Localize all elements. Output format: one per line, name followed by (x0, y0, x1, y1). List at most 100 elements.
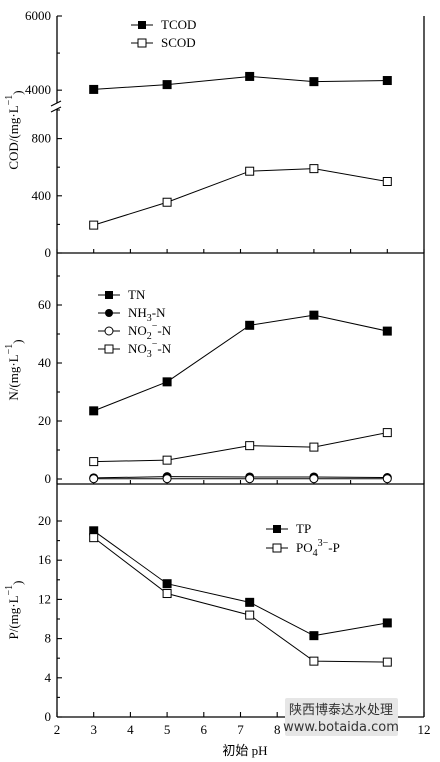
legend-label-pop: PO43−-P (296, 538, 340, 559)
text-superscript: − (152, 339, 158, 350)
watermark-line2: www.botaida.com (283, 720, 399, 735)
data-point-non (245, 474, 255, 484)
watermark-line1: 陕西博泰达水处理 (289, 703, 393, 718)
data-point-scod (89, 220, 99, 230)
text-base: P/(mg·L (6, 595, 21, 639)
cod-ytick-label: 400 (32, 188, 52, 203)
data-point-tp (382, 618, 392, 628)
data-point-tcod (309, 77, 319, 87)
y-axis-title-n: N/(mg·L−1) (4, 339, 25, 400)
data-point-tn (162, 377, 172, 387)
text-tail: ) (10, 90, 25, 94)
data-point-scod (162, 197, 172, 207)
text-tail: -N (152, 305, 166, 320)
legend-marker-nhn (105, 309, 113, 317)
data-point-non (162, 474, 172, 484)
text-subscript: 2 (147, 331, 152, 342)
legend-marker-non (104, 326, 114, 336)
data-point-tcod (89, 84, 99, 94)
text-tail: ) (10, 339, 25, 343)
series-line-tcod (93, 75, 388, 90)
p-ytick-label: 12 (38, 591, 51, 606)
data-point-tcod (382, 76, 392, 86)
data-point-pop (382, 657, 392, 667)
text-tail: ) (10, 580, 25, 584)
y-axis-title-p: P/(mg·L−1) (4, 580, 25, 639)
x-tick-label: 3 (90, 722, 97, 737)
n-ytick-label: 20 (38, 413, 51, 428)
text-base: TN (128, 287, 146, 302)
watermark-box (285, 698, 398, 736)
x-tick-label: 6 (201, 722, 208, 737)
text-base: TP (296, 521, 311, 536)
data-point-tp (162, 579, 172, 589)
text-tail: -N (157, 323, 171, 338)
legend-label-tn: TN (128, 287, 146, 302)
text-base: NO (128, 341, 147, 356)
legend-label-tp: TP (296, 521, 311, 536)
text-base: N/(mg·L (6, 354, 21, 400)
axis-break-mark (50, 106, 62, 113)
x-tick-label: 8 (274, 722, 281, 737)
text-tail: -N (157, 341, 171, 356)
data-point-pop (162, 589, 172, 599)
p-ytick-label: 8 (45, 631, 52, 646)
legend-marker-tcod (138, 21, 146, 29)
text-base: NH (128, 305, 147, 320)
series-lines-layer (93, 75, 388, 663)
data-point-tp (245, 597, 255, 607)
text-subscript: 4 (313, 548, 318, 559)
y-axis-title-cod: COD/(mg·L−1) (4, 90, 25, 169)
text-superscript: −1 (4, 585, 15, 596)
data-point-tp (309, 631, 319, 641)
legend-label-scod: SCOD (161, 35, 196, 50)
text-superscript: −1 (4, 95, 15, 106)
legend-marker-non (104, 344, 114, 354)
axes-layer: 0400800400060000204060048121620234567891… (4, 8, 431, 737)
p-ytick-label: 0 (45, 709, 52, 724)
cod-ytick-label: 800 (32, 131, 52, 146)
axis-break-gap (51, 103, 63, 109)
p-ytick-label: 4 (45, 670, 52, 685)
data-point-non (382, 428, 392, 438)
series-line-tp (93, 530, 388, 637)
legend-marker-scod (137, 38, 147, 48)
data-point-pop (309, 656, 319, 666)
x-tick-label: 7 (237, 722, 244, 737)
data-point-non (162, 455, 172, 465)
legend-label-nhn: NH3-N (128, 305, 166, 324)
data-point-non (309, 442, 319, 452)
data-point-tn (89, 406, 99, 416)
data-point-tn (245, 320, 255, 330)
axis-break-mark (50, 100, 62, 107)
x-axis-title: 初始 pH (222, 743, 267, 758)
legend-label-tcod: TCOD (161, 17, 196, 32)
series-line-scod (93, 168, 388, 226)
data-point-non (89, 474, 99, 484)
text-subscript: 3 (147, 349, 152, 360)
text-base: NO (128, 323, 147, 338)
cod-ytick-label: 4000 (25, 82, 51, 97)
legend-marker-tp (273, 525, 281, 533)
text-subscript: 3 (147, 313, 152, 324)
text-superscript: − (152, 321, 158, 332)
x-tick-label: 5 (164, 722, 171, 737)
data-point-pop (89, 533, 99, 543)
text-tail: -P (328, 540, 340, 555)
text-superscript: −1 (4, 344, 15, 355)
n-ytick-label: 0 (45, 471, 52, 486)
data-point-non (382, 474, 392, 484)
legend-label-non: NO2−-N (128, 321, 172, 342)
p-ytick-label: 20 (38, 513, 51, 528)
cod-ytick-label: 6000 (25, 8, 51, 23)
n-ytick-label: 40 (38, 355, 51, 370)
data-point-tcod (162, 80, 172, 90)
watermark: 陕西博泰达水处理 www.botaida.com (283, 698, 399, 736)
x-tick-label: 2 (54, 722, 61, 737)
series-line-nhn (93, 476, 388, 479)
text-base: COD/(mg·L (6, 105, 21, 169)
series-line-non (93, 432, 388, 463)
legend-marker-pop (272, 543, 282, 553)
